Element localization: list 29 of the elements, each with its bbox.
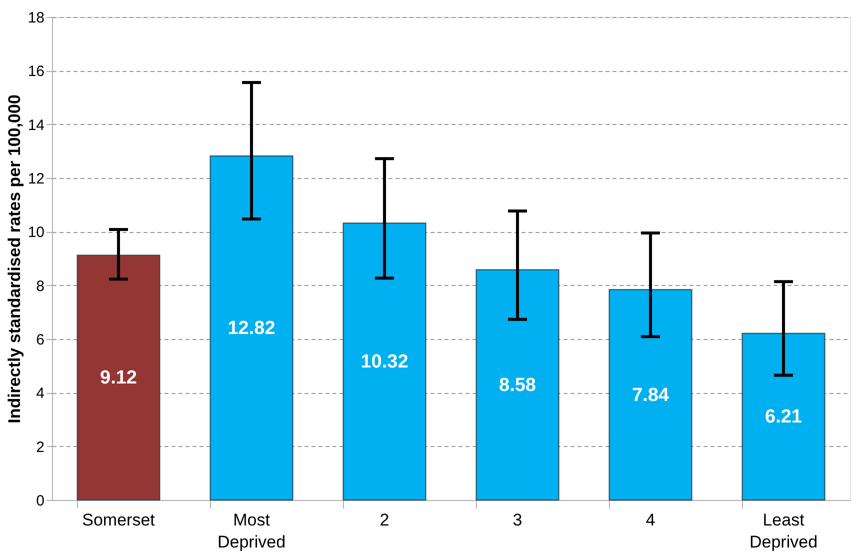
bar [476,269,560,500]
y-tick-label: 14 [28,116,44,134]
data-label: 12.82 [228,318,276,339]
y-tick-label: 2 [36,438,44,456]
x-tick-label: 4 [646,510,656,530]
x-tick-label: Least Deprived [749,510,818,552]
bar [342,222,426,500]
bar [742,332,826,500]
y-axis-title: Indirectly standardised rates per 100,000 [4,94,24,424]
y-tick-label: 6 [36,332,44,348]
bar [76,254,160,500]
y-tick-label: 4 [36,385,44,402]
x-tick-label: 3 [512,510,522,530]
y-tick-label: 12 [28,170,44,188]
x-tick-label: Somerset [82,510,156,530]
data-label: 9.12 [100,368,137,389]
x-tick-label: 2 [380,510,390,530]
y-tick-label: 18 [28,10,44,26]
data-label: 8.58 [499,374,536,396]
y-tick-label: 10 [28,224,44,242]
y-tick-label: 16 [28,63,44,80]
bar [210,155,294,500]
data-label: 6.21 [765,406,802,428]
y-tick-label: 0 [36,492,44,510]
x-tick-label: Most Deprived [217,510,286,552]
data-label: 10.32 [360,352,408,373]
data-label: 7.84 [632,384,670,406]
bar [608,289,692,500]
y-tick-label: 8 [36,278,44,295]
